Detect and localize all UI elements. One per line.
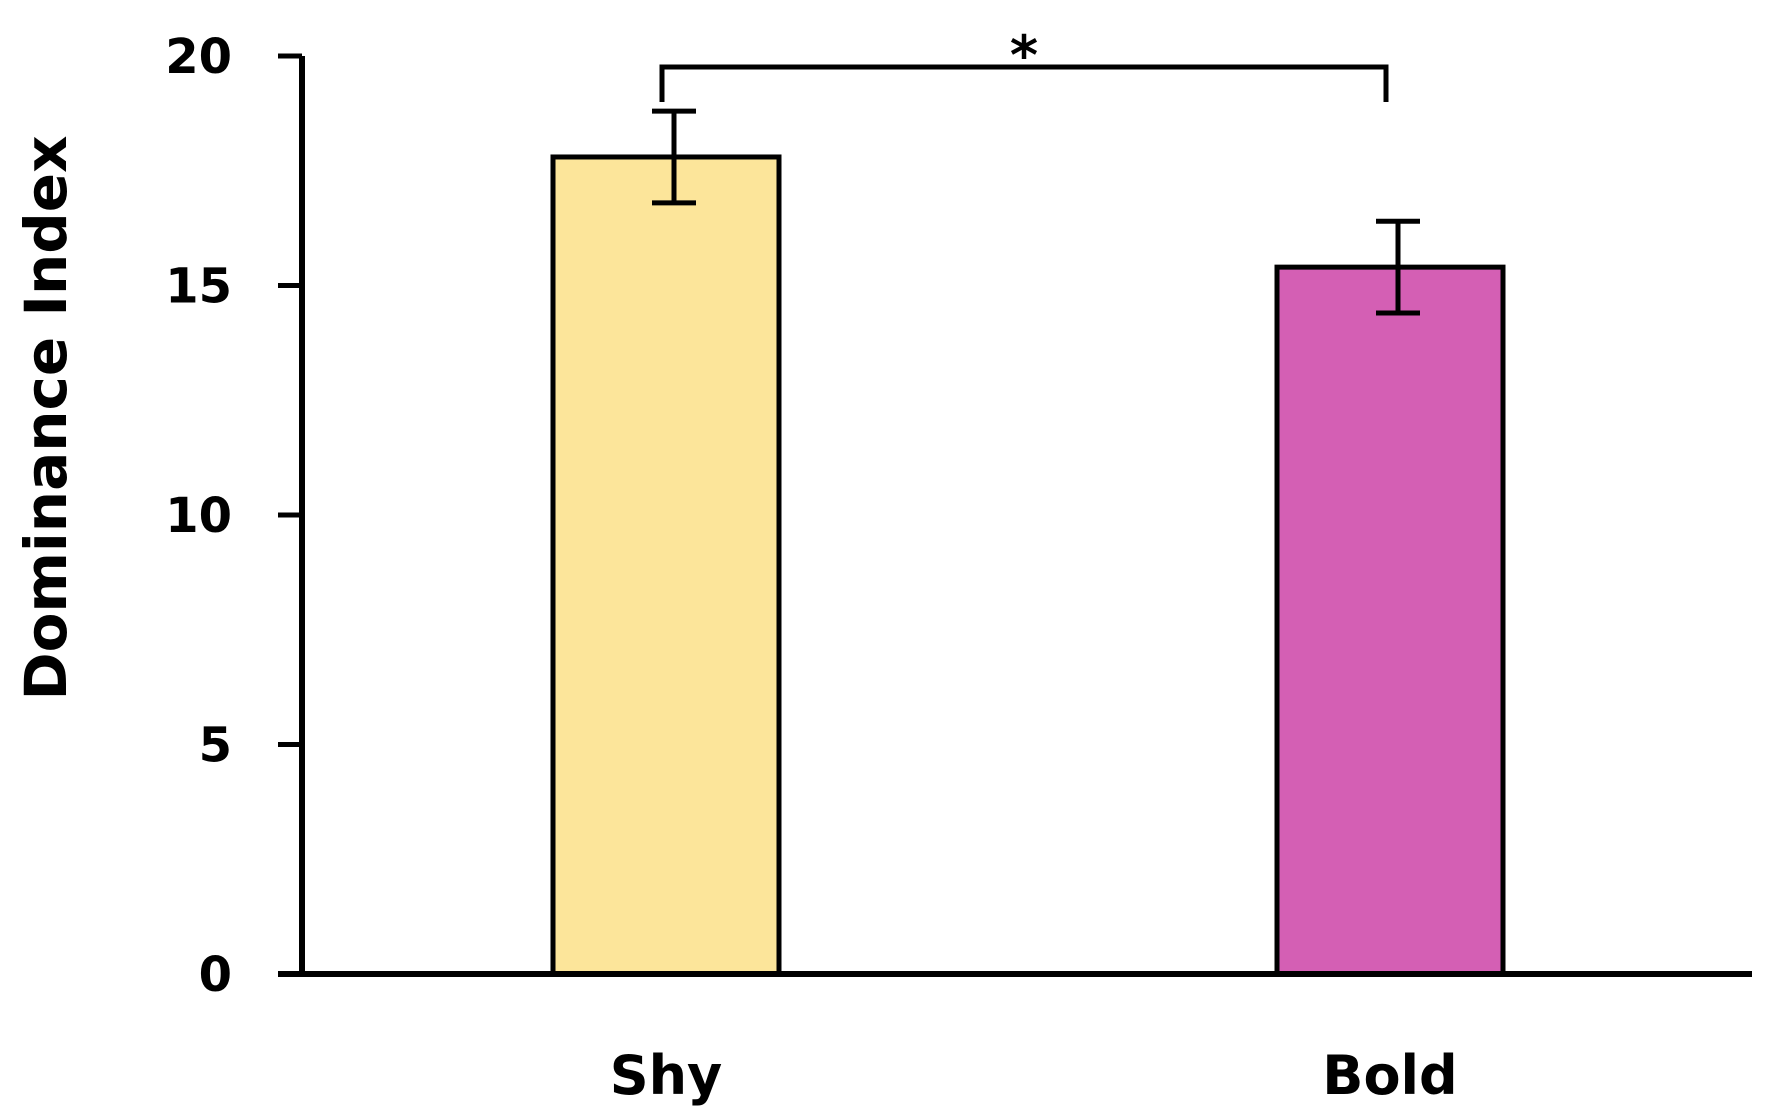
category-label-shy: Shy bbox=[610, 1044, 723, 1107]
significance-bracket-line bbox=[659, 64, 1389, 102]
bar-bold bbox=[1274, 264, 1506, 977]
significance-bracket: * bbox=[659, 24, 1389, 102]
bar-shy bbox=[550, 154, 782, 977]
error-bar-shy bbox=[652, 108, 696, 206]
error-bar-bold bbox=[1376, 218, 1420, 316]
y-tick-label: 10 bbox=[165, 488, 232, 544]
y-tick-label: 20 bbox=[165, 29, 232, 85]
y-axis-ticks: 0 5 10 15 20 bbox=[165, 29, 302, 1003]
category-label-bold: Bold bbox=[1322, 1044, 1457, 1107]
significance-star: * bbox=[1010, 24, 1038, 87]
y-tick-label: 0 bbox=[199, 947, 232, 1003]
y-axis-label: Dominance Index bbox=[12, 135, 80, 700]
y-tick-label: 5 bbox=[199, 718, 232, 774]
error-bars bbox=[652, 108, 1420, 316]
y-tick-label: 15 bbox=[165, 259, 232, 315]
x-axis-labels: Shy Bold bbox=[610, 1044, 1458, 1107]
bars bbox=[550, 154, 1506, 977]
